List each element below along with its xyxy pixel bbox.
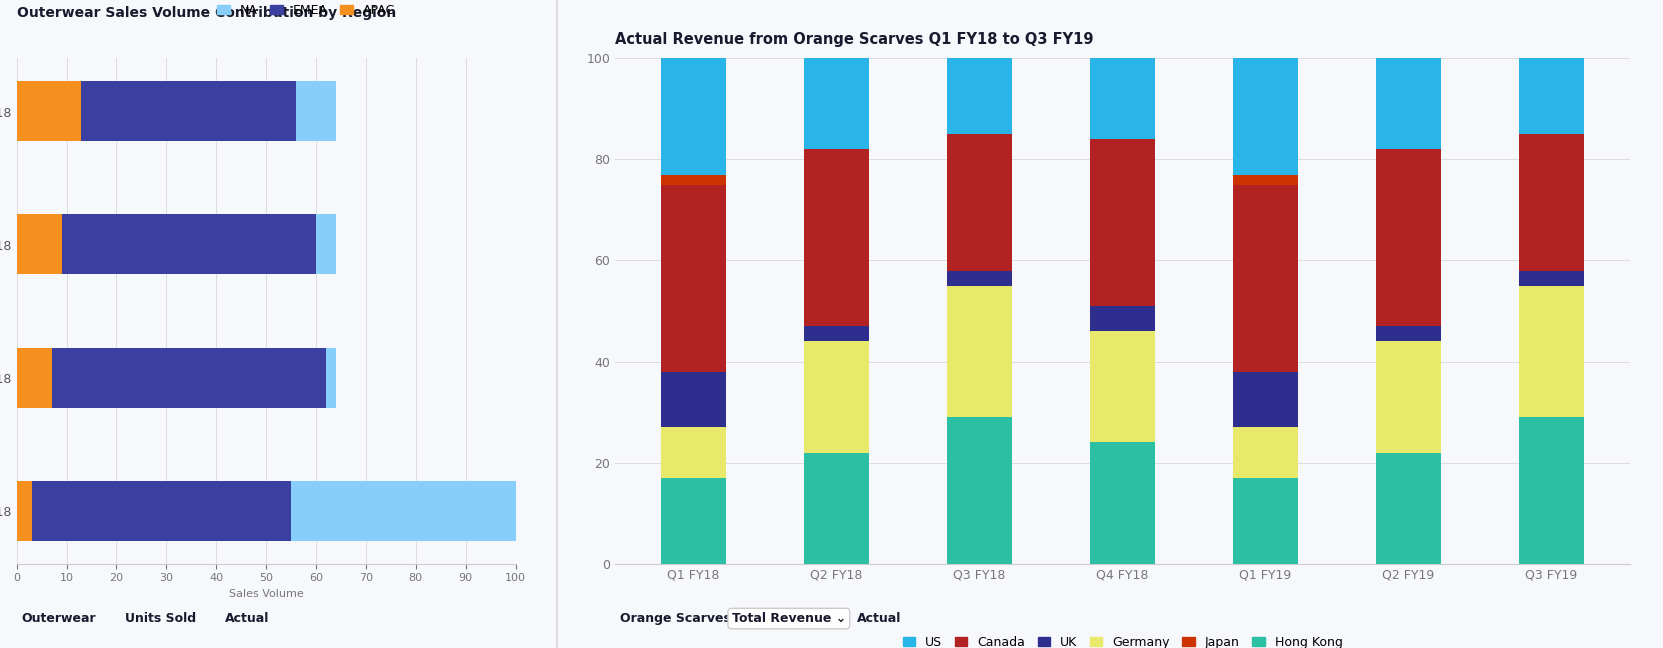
Bar: [17, 214, 62, 274]
Bar: [948, 417, 1011, 564]
Bar: [17, 481, 32, 541]
Bar: [17, 348, 52, 408]
Text: Actual Revenue from Orange Scarves Q1 FY18 to Q3 FY19: Actual Revenue from Orange Scarves Q1 FY…: [615, 32, 1094, 47]
Bar: [81, 81, 296, 141]
Bar: [291, 481, 516, 541]
Bar: [1520, 134, 1583, 271]
Text: Outerwear: Outerwear: [22, 612, 96, 625]
Bar: [296, 81, 336, 141]
Bar: [1234, 478, 1297, 564]
Text: Orange Scarves: Orange Scarves: [620, 612, 732, 625]
Bar: [662, 372, 725, 427]
Bar: [316, 214, 336, 274]
Bar: [52, 348, 326, 408]
Bar: [662, 58, 725, 174]
Bar: [805, 326, 868, 341]
Text: Units Sold: Units Sold: [125, 612, 196, 625]
Text: Total Revenue ⌄: Total Revenue ⌄: [732, 612, 846, 625]
Bar: [662, 174, 725, 185]
Text: Actual: Actual: [856, 612, 901, 625]
Text: Actual: Actual: [225, 612, 269, 625]
Bar: [326, 348, 336, 408]
Bar: [662, 185, 725, 372]
Bar: [662, 427, 725, 478]
Bar: [1091, 58, 1154, 139]
Bar: [805, 58, 868, 149]
Bar: [1091, 139, 1154, 306]
Bar: [1377, 326, 1440, 341]
Bar: [1520, 417, 1583, 564]
Bar: [805, 149, 868, 326]
Legend: NA, EMEA, APAC: NA, EMEA, APAC: [213, 0, 399, 22]
Bar: [1091, 331, 1154, 443]
Bar: [1234, 58, 1297, 174]
Bar: [1234, 185, 1297, 372]
Bar: [1377, 149, 1440, 326]
Legend: US, Canada, UK, Germany, Japan, Hong Kong: US, Canada, UK, Germany, Japan, Hong Kon…: [898, 631, 1347, 648]
Bar: [948, 271, 1011, 286]
Bar: [1520, 58, 1583, 134]
Bar: [948, 286, 1011, 417]
Bar: [1091, 306, 1154, 331]
Bar: [1234, 427, 1297, 478]
Bar: [948, 134, 1011, 271]
Text: Outerwear Sales Volume Contribution by Region: Outerwear Sales Volume Contribution by R…: [17, 6, 396, 19]
Bar: [1520, 271, 1583, 286]
X-axis label: Sales Volume: Sales Volume: [229, 589, 303, 599]
Bar: [948, 58, 1011, 134]
Bar: [1234, 174, 1297, 185]
Bar: [805, 341, 868, 452]
Bar: [805, 452, 868, 564]
Bar: [1377, 58, 1440, 149]
Bar: [1091, 443, 1154, 564]
Bar: [17, 81, 81, 141]
Bar: [1377, 452, 1440, 564]
Bar: [1234, 372, 1297, 427]
Bar: [62, 214, 316, 274]
Bar: [32, 481, 291, 541]
Bar: [1377, 341, 1440, 452]
Bar: [1520, 286, 1583, 417]
Bar: [662, 478, 725, 564]
